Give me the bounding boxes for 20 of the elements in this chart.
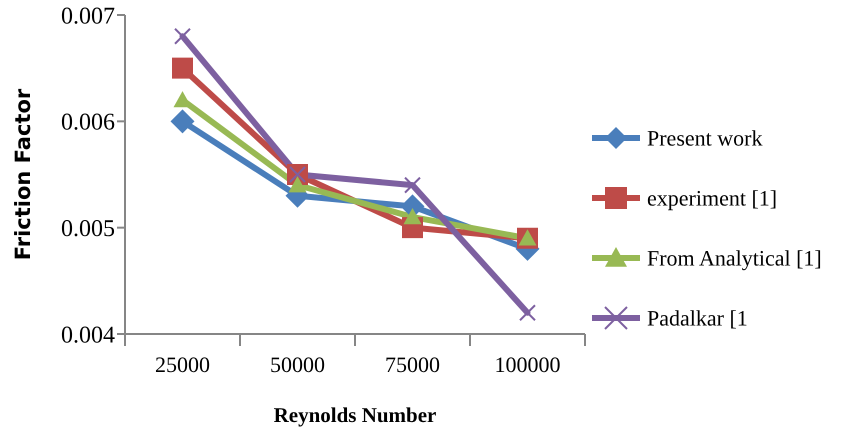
y-tick-label: 0.007 bbox=[61, 3, 115, 30]
y-tick-label: 0.004 bbox=[61, 322, 115, 348]
point bbox=[170, 109, 194, 134]
y-tick-label: 0.006 bbox=[61, 110, 115, 136]
legend-label: Padalkar [1 bbox=[647, 306, 748, 331]
x-tick-label: 100000 bbox=[494, 352, 560, 377]
x-axis-title: Reynolds Number bbox=[274, 403, 436, 427]
point bbox=[404, 208, 422, 224]
y-axis-title: Friction Factor bbox=[11, 88, 35, 260]
point bbox=[174, 28, 191, 45]
x-tick-label: 75000 bbox=[385, 352, 440, 377]
point bbox=[519, 304, 536, 322]
legend-label: From Analytical [1] bbox=[647, 246, 822, 271]
x-tick-label: 50000 bbox=[270, 352, 325, 377]
point bbox=[288, 176, 306, 192]
x-tick-label: 25000 bbox=[155, 352, 210, 377]
point bbox=[172, 58, 193, 79]
legend-label: experiment [1] bbox=[647, 186, 778, 211]
y-tick-label: 0.005 bbox=[61, 216, 115, 242]
legend-label: Present work bbox=[647, 126, 762, 151]
